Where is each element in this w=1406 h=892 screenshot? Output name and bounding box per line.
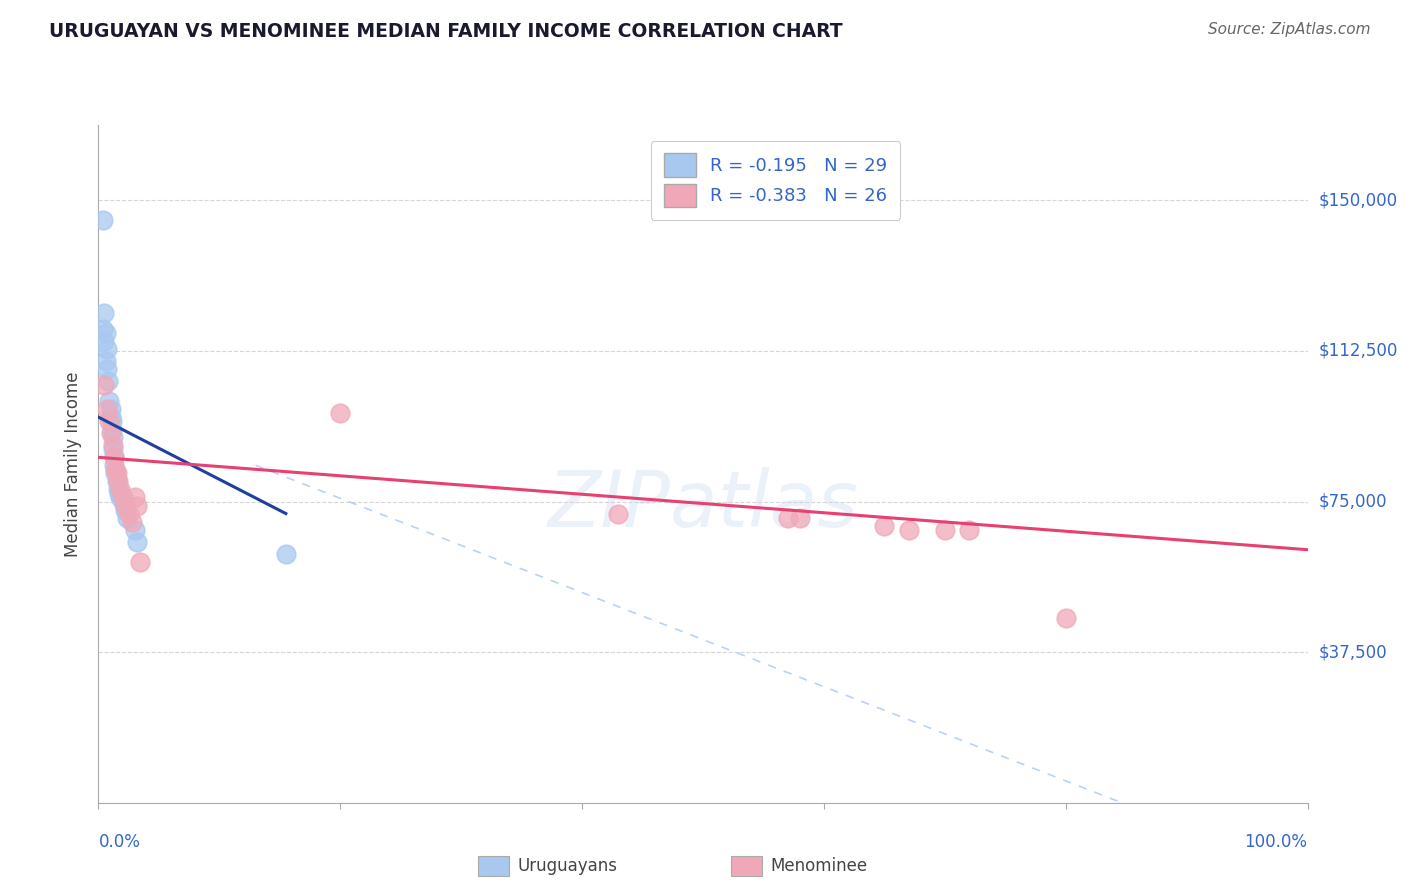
Point (96, 342, 118, 356)
Point (108, 483, 131, 497)
Point (105, 475, 128, 489)
Point (93, 378, 115, 392)
Point (934, 523, 956, 537)
Point (96, 402, 118, 417)
Point (98, 394, 121, 409)
Point (97, 374, 120, 388)
Point (127, 534, 149, 549)
Point (957, 523, 980, 537)
Point (607, 507, 630, 521)
Point (124, 491, 146, 505)
Point (114, 502, 136, 516)
Point (96, 362, 118, 376)
Text: URUGUAYAN VS MENOMINEE MEDIAN FAMILY INCOME CORRELATION CHART: URUGUAYAN VS MENOMINEE MEDIAN FAMILY INC… (49, 22, 842, 41)
Point (93, 306, 115, 320)
Text: Uruguayans: Uruguayans (517, 857, 617, 875)
Text: ZIPatlas: ZIPatlas (547, 467, 859, 542)
Point (121, 515, 143, 529)
Point (111, 491, 134, 505)
Text: $112,500: $112,500 (1319, 342, 1398, 359)
Point (94, 326, 117, 340)
Point (103, 458, 125, 473)
Point (101, 442, 124, 457)
Point (1054, 611, 1077, 625)
Point (104, 467, 127, 481)
Point (100, 410, 122, 425)
Point (100, 426, 122, 441)
Text: 100.0%: 100.0% (1244, 833, 1308, 851)
Point (100, 414, 122, 428)
Point (776, 510, 799, 524)
Point (105, 467, 128, 481)
Point (103, 450, 125, 465)
Point (873, 518, 896, 533)
Point (107, 475, 129, 489)
Text: Menominee: Menominee (770, 857, 868, 875)
Point (128, 555, 150, 569)
Point (104, 462, 127, 476)
Point (108, 491, 131, 505)
Text: $75,000: $75,000 (1319, 492, 1388, 510)
Point (329, 406, 352, 420)
Point (91, 322, 114, 336)
Legend: R = -0.195   N = 29, R = -0.383   N = 26: R = -0.195 N = 29, R = -0.383 N = 26 (651, 141, 900, 219)
Point (117, 510, 139, 524)
Text: Source: ZipAtlas.com: Source: ZipAtlas.com (1208, 22, 1371, 37)
Point (789, 510, 811, 524)
Point (114, 499, 136, 513)
Point (118, 507, 141, 521)
Text: $37,500: $37,500 (1319, 643, 1388, 661)
Point (91, 213, 114, 227)
Point (111, 494, 134, 508)
Point (274, 547, 297, 561)
Text: $150,000: $150,000 (1319, 191, 1398, 210)
Point (100, 422, 122, 436)
Point (101, 438, 124, 452)
Point (108, 486, 131, 500)
Point (103, 450, 125, 465)
Point (100, 402, 122, 417)
Point (897, 523, 920, 537)
Point (93, 334, 115, 348)
Point (101, 430, 124, 444)
Point (98, 414, 121, 428)
Point (127, 499, 149, 513)
Point (94, 354, 117, 368)
Text: 0.0%: 0.0% (98, 833, 141, 851)
Point (124, 523, 146, 537)
Y-axis label: Median Family Income: Median Family Income (65, 371, 83, 557)
Point (107, 483, 129, 497)
